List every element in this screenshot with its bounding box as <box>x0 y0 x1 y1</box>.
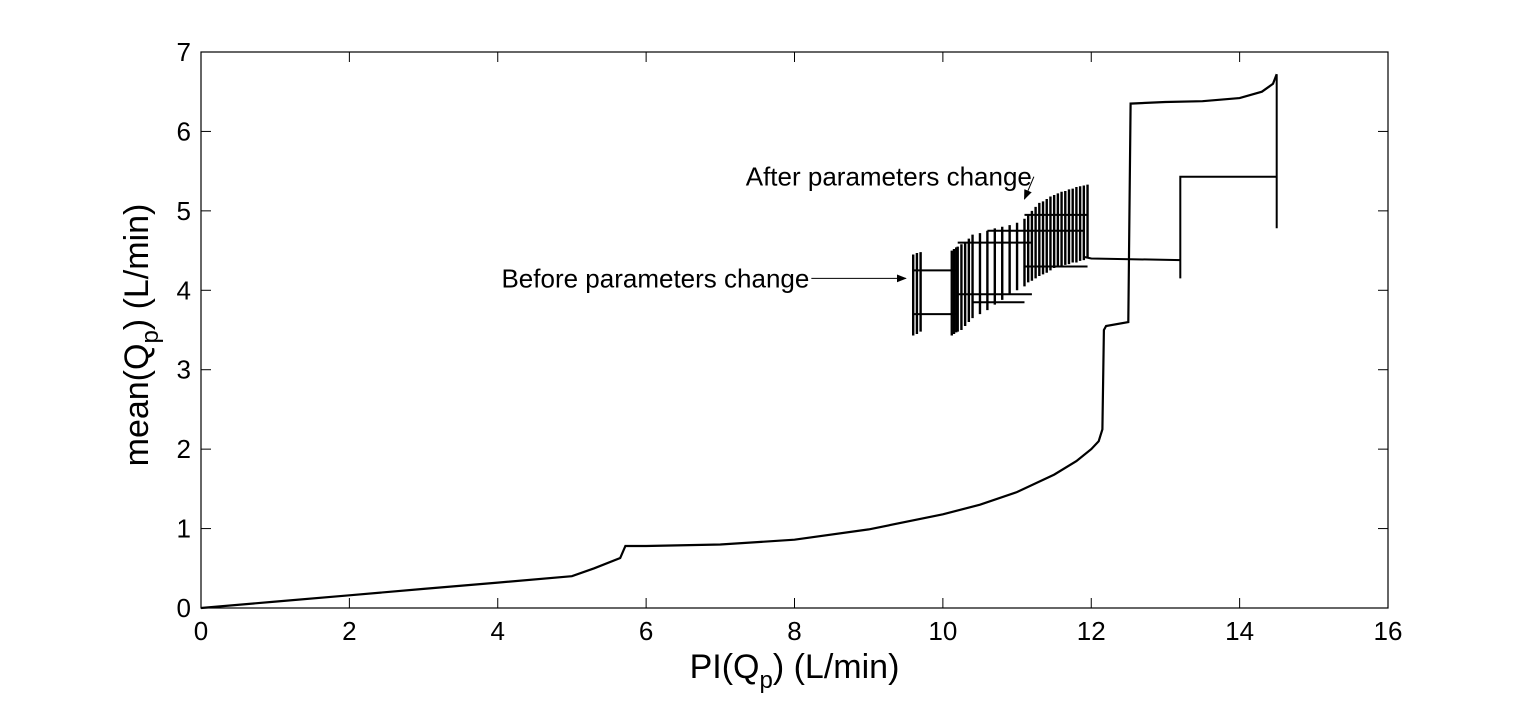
series-main-curve <box>200 73 1278 610</box>
series-upper-branch <box>1083 74 1278 279</box>
annotations: After parameters change Before parameters… <box>501 162 1035 293</box>
annotation-arrow <box>1024 176 1035 200</box>
x-axis-label: PI(Qp) (L/min) <box>690 648 900 694</box>
y-tick-label: 1 <box>177 514 191 544</box>
plot-area <box>200 73 1278 610</box>
x-tick-label: 16 <box>1374 616 1403 646</box>
y-axis-label-main: mean(Q <box>118 344 156 467</box>
x-axis-label-sub: p <box>759 667 772 694</box>
y-axis-label-sub: p <box>137 330 164 343</box>
y-tick-label: 3 <box>177 355 191 385</box>
x-tick-label: 6 <box>639 616 653 646</box>
y-tick-label: 0 <box>177 593 191 623</box>
annotation-text: Before parameters change <box>501 263 809 293</box>
x-axis-label-main: PI(Q <box>690 648 760 686</box>
y-tick-label: 6 <box>177 116 191 146</box>
x-axis-label-tail: ) (L/min) <box>773 648 900 686</box>
y-tick-label: 4 <box>177 275 191 305</box>
annotation-text: After parameters change <box>746 162 1032 192</box>
y-axis-label: mean(Qp) (L/min) <box>118 204 164 467</box>
y-tick-label: 7 <box>177 37 191 67</box>
x-tick-label: 4 <box>491 616 505 646</box>
x-tick-label: 10 <box>928 616 957 646</box>
x-tick-label: 12 <box>1077 616 1106 646</box>
x-tick-label: 2 <box>342 616 356 646</box>
x-tick-label: 14 <box>1225 616 1254 646</box>
y-tick-label: 2 <box>177 434 191 464</box>
y-axis-label-tail: ) (L/min) <box>118 204 156 331</box>
plot-frame <box>200 51 1389 609</box>
x-tick-label: 0 <box>194 616 208 646</box>
x-tick-label: 8 <box>787 616 801 646</box>
y-tick-label: 5 <box>177 196 191 226</box>
